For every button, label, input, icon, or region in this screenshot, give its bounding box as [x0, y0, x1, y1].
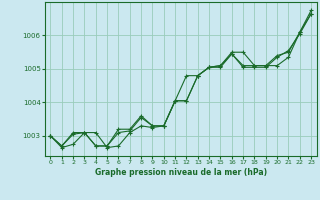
X-axis label: Graphe pression niveau de la mer (hPa): Graphe pression niveau de la mer (hPa)	[95, 168, 267, 177]
